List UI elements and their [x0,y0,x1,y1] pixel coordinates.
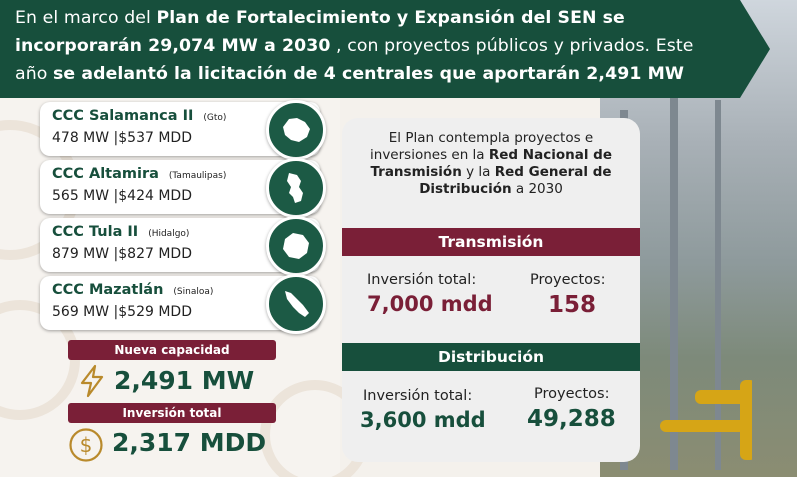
header-line-2: incorporarán 29,074 MW a 2030 , con proy… [15,36,694,56]
svg-text:$: $ [80,433,93,457]
plant-card-mazatlan: CCC Mazatlán (Sinaloa) 569 MW |$529 MDD [40,274,326,334]
plant-card-tula: CCC Tula II (Hidalgo) 879 MW |$827 MDD [40,216,326,276]
plant-card-salamanca: CCC Salamanca II (Gto) 478 MW |$537 MDD [40,100,326,160]
plant-name: CCC Altamira (Tamaulipas) [52,166,227,182]
header-line-3: año se adelantó la licitación de 4 centr… [15,64,685,84]
new-capacity-value: 2,491 MW [114,366,255,395]
transmission-investment-label: Inversión total: [367,272,477,288]
distribution-projects-value: 49,288 [527,406,616,432]
distribution-title: Distribución [342,343,640,371]
plant-card-altamira: CCC Altamira (Tamaulipas) 565 MW |$424 MD… [40,158,326,218]
chimney-stack [752,0,797,477]
tamaulipas-map-icon [266,158,326,218]
plant-name: CCC Salamanca II (Gto) [52,108,227,124]
header-banner: En el marco del Plan de Fortalecimiento … [0,0,770,98]
guanajuato-map-icon [266,100,326,160]
header-line-1: En el marco del Plan de Fortalecimiento … [15,8,625,28]
plant-name: CCC Mazatlán (Sinaloa) [52,282,214,298]
panel-intro: El Plan contempla proyectos e inversione… [370,130,612,197]
distribution-investment-value: 3,600 mdd [360,408,486,432]
lightning-icon [80,364,104,398]
transmission-projects-label: Proyectos: [530,272,606,288]
total-investment-label: Inversión total [68,403,276,423]
new-capacity-label: Nueva capacidad [68,340,276,360]
total-investment-value: 2,317 MDD [112,428,267,457]
distribution-projects-label: Proyectos: [534,386,610,402]
photo-beam [670,90,678,470]
transmission-investment-value: 7,000 mdd [367,292,493,316]
plant-capacity: 879 MW |$827 MDD [52,246,192,262]
plant-name: CCC Tula II (Hidalgo) [52,224,190,240]
hidalgo-map-icon [266,216,326,276]
distribution-investment-label: Inversión total: [363,388,473,404]
grid-plan-panel: El Plan contempla proyectos e inversione… [342,118,640,462]
plant-capacity: 565 MW |$424 MDD [52,188,192,204]
photo-beam [715,100,721,470]
sinaloa-map-icon [266,274,326,334]
transmission-title: Transmisión [342,228,640,256]
transmission-projects-value: 158 [548,292,597,318]
plant-capacity: 569 MW |$529 MDD [52,304,192,320]
dollar-coin-icon: $ [69,428,103,462]
plant-capacity: 478 MW |$537 MDD [52,130,192,146]
